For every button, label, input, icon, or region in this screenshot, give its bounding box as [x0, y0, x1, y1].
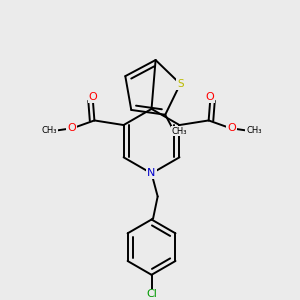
Text: CH₃: CH₃: [246, 126, 262, 135]
Text: S: S: [177, 79, 184, 89]
Text: N: N: [147, 168, 156, 178]
Text: O: O: [206, 92, 214, 102]
Text: O: O: [67, 123, 76, 133]
Text: CH₃: CH₃: [41, 126, 57, 135]
Text: O: O: [88, 92, 97, 102]
Text: CH₃: CH₃: [171, 127, 187, 136]
Text: Cl: Cl: [146, 290, 157, 299]
Text: O: O: [227, 123, 236, 133]
